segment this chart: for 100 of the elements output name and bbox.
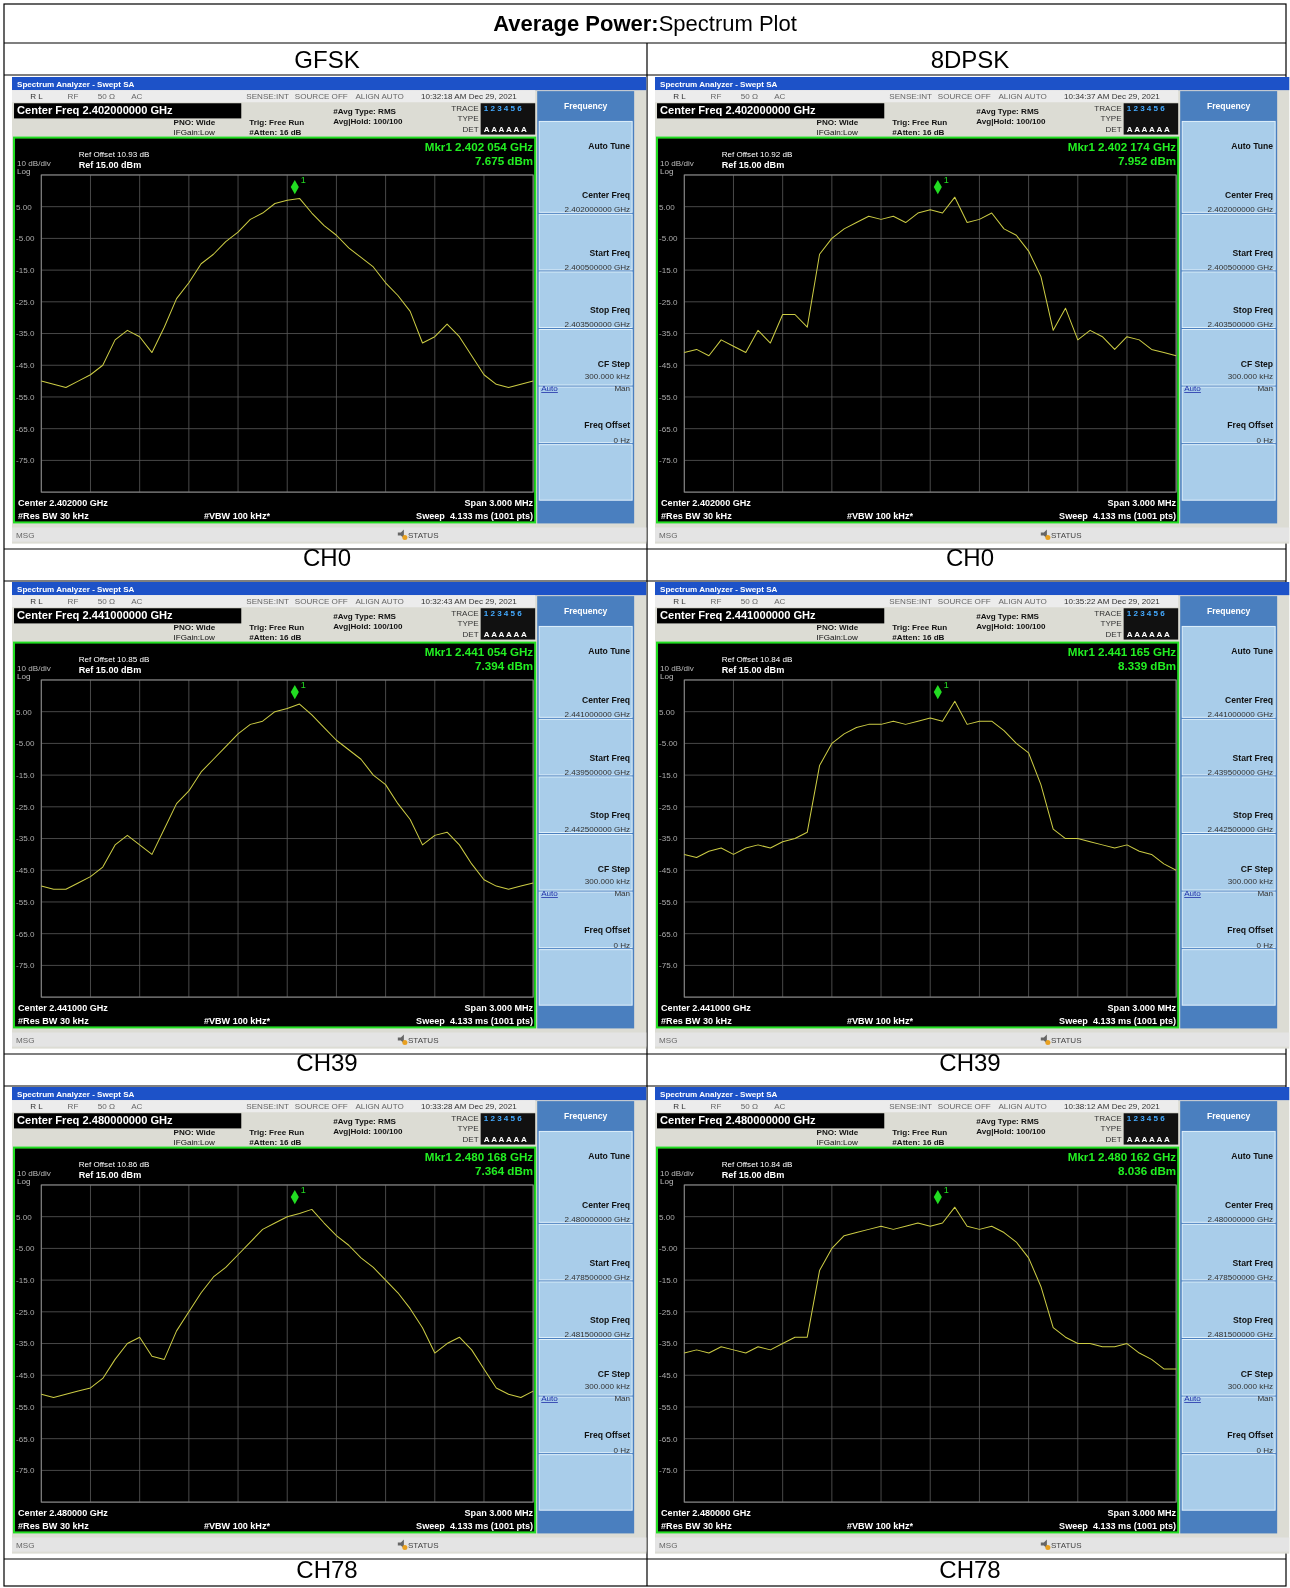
text: Spectrum Analyzer - Swept SA [17, 1090, 135, 1100]
y-tick-label: -75.0 [659, 456, 678, 466]
text: Center 2.480000 GHz [661, 1508, 752, 1519]
text: 50 Ω [97, 92, 116, 102]
text: #Avg Type: RMS [976, 1117, 1040, 1127]
text: MSG [659, 1540, 678, 1550]
y-tick-label: -25.0 [16, 297, 35, 307]
text: #Res BW 30 kHz [661, 1016, 733, 1027]
text: STATUS [1050, 1540, 1083, 1550]
text: 50 Ω [97, 1102, 116, 1112]
text: STATUS [407, 1540, 440, 1550]
text: Span 3.000 MHz [464, 1003, 534, 1014]
y-tick-label: 5.00 [659, 707, 676, 717]
text: Center Freq 2.402000000 GHz [660, 104, 817, 117]
y-tick-label: -15.0 [659, 1275, 678, 1285]
text: RF [67, 1102, 79, 1112]
y-tick-label: -35.0 [16, 1339, 35, 1349]
line-series [40, 197, 534, 388]
text: #Avg Type: RMS [333, 612, 397, 622]
text: Center Freq [1224, 190, 1274, 201]
text: 50 Ω [740, 1102, 759, 1112]
text: Center Freq [1224, 695, 1274, 706]
annotation: 1 [943, 1185, 949, 1196]
text: 2.400500000 GHz [1207, 262, 1274, 272]
text: Ref 15.00 dBm [78, 664, 142, 675]
text: Frequency [563, 101, 608, 112]
chart-subtitle: GFSK [294, 46, 360, 73]
text: MSG [659, 530, 678, 540]
text: Log [17, 166, 31, 176]
source-note: SOURCE OFF [937, 597, 991, 607]
text: Center 2.441000 GHz [18, 1003, 109, 1014]
text: Auto [1184, 1394, 1202, 1404]
text: CF Step [597, 358, 631, 369]
text: Center 2.441000 GHz [661, 1003, 752, 1014]
y-tick-label: -5.00 [16, 234, 35, 244]
text: 7.952 dBm [1118, 153, 1177, 167]
text: #VBW 100 kHz* [846, 511, 914, 522]
text: 7.394 dBm [475, 658, 534, 672]
text: IFGain:Low [173, 632, 216, 642]
y-tick-label: -75.0 [16, 456, 35, 466]
text: PNO: Wide [816, 118, 859, 128]
text: Mkr1 2.441 165 GHz [1067, 644, 1177, 658]
text: AC [774, 92, 786, 102]
text: STATUS [407, 1035, 440, 1045]
text: Center 2.480000 GHz [18, 1508, 109, 1519]
text: 300.000 kHz [584, 876, 631, 886]
text: 0 Hz [1256, 940, 1274, 950]
text: Start Freq [589, 1257, 631, 1268]
source-note: SOURCE OFF [937, 92, 991, 102]
text: Stop Freq [1233, 305, 1274, 316]
text: Center Freq [581, 190, 631, 201]
text: A A A A A A [483, 629, 528, 639]
text: Span 3.000 MHz [1107, 1508, 1177, 1519]
text: SENSE:INT [246, 1102, 290, 1112]
text: Log [17, 1176, 31, 1186]
text: 2.402000000 GHz [1207, 205, 1274, 215]
text: A A A A A A [1126, 1134, 1171, 1144]
text: #Atten: 16 dB [249, 632, 302, 642]
text: Span 3.000 MHz [464, 1508, 534, 1519]
text: Man [1257, 384, 1274, 394]
text: 0 Hz [613, 1445, 631, 1455]
text: Auto Tune [1231, 645, 1274, 656]
text: Ref Offset 10.86 dB [78, 1159, 150, 1169]
source-note: SOURCE OFF [294, 597, 348, 607]
text: Center Freq 2.402000000 GHz [17, 104, 174, 117]
text: #VBW 100 kHz* [203, 1016, 271, 1027]
text: Auto [541, 384, 559, 394]
text: 10:34:37 AM Dec 29, 2021 [1064, 92, 1161, 102]
text: Mkr1 2.402 054 GHz [424, 139, 534, 153]
text: 1 2 3 4 5 6 [1126, 1114, 1166, 1124]
text: 300.000 kHz [1227, 371, 1274, 381]
text: #VBW 100 kHz* [846, 1016, 914, 1027]
text: Center Freq 2.441000000 GHz [17, 609, 174, 622]
text: Sweep 4.133 ms (1001 pts) [416, 511, 534, 522]
text: 10:32:43 AM Dec 29, 2021 [421, 597, 518, 607]
text: #Atten: 16 dB [249, 1137, 302, 1147]
text: A A A A A A [483, 124, 528, 134]
text: Mkr1 2.402 174 GHz [1067, 139, 1177, 153]
text: Trig: Free Run [892, 1128, 948, 1138]
text: Mkr1 2.480 162 GHz [1067, 1149, 1177, 1163]
text: MSG [16, 1035, 35, 1045]
text: #Atten: 16 dB [249, 127, 302, 137]
text: Trig: Free Run [249, 118, 305, 128]
text: TRACE [451, 609, 480, 619]
text: CF Step [1240, 1368, 1274, 1379]
text: R L [30, 1102, 44, 1112]
y-tick-label: 5.00 [16, 1212, 33, 1222]
text: Avg|Hold: 100/100 [333, 117, 403, 127]
text: 0 Hz [613, 940, 631, 950]
text: Frequency [563, 606, 608, 617]
line-series [683, 700, 1177, 871]
text: DET [462, 124, 479, 134]
text: TYPE [457, 619, 480, 629]
text: TRACE [451, 1114, 480, 1124]
text: #Atten: 16 dB [892, 632, 945, 642]
text: MSG [659, 1035, 678, 1045]
line-series [683, 196, 1177, 357]
text: Start Freq [589, 247, 631, 258]
text: AC [774, 597, 786, 607]
text: Spectrum Analyzer - Swept SA [17, 585, 135, 595]
